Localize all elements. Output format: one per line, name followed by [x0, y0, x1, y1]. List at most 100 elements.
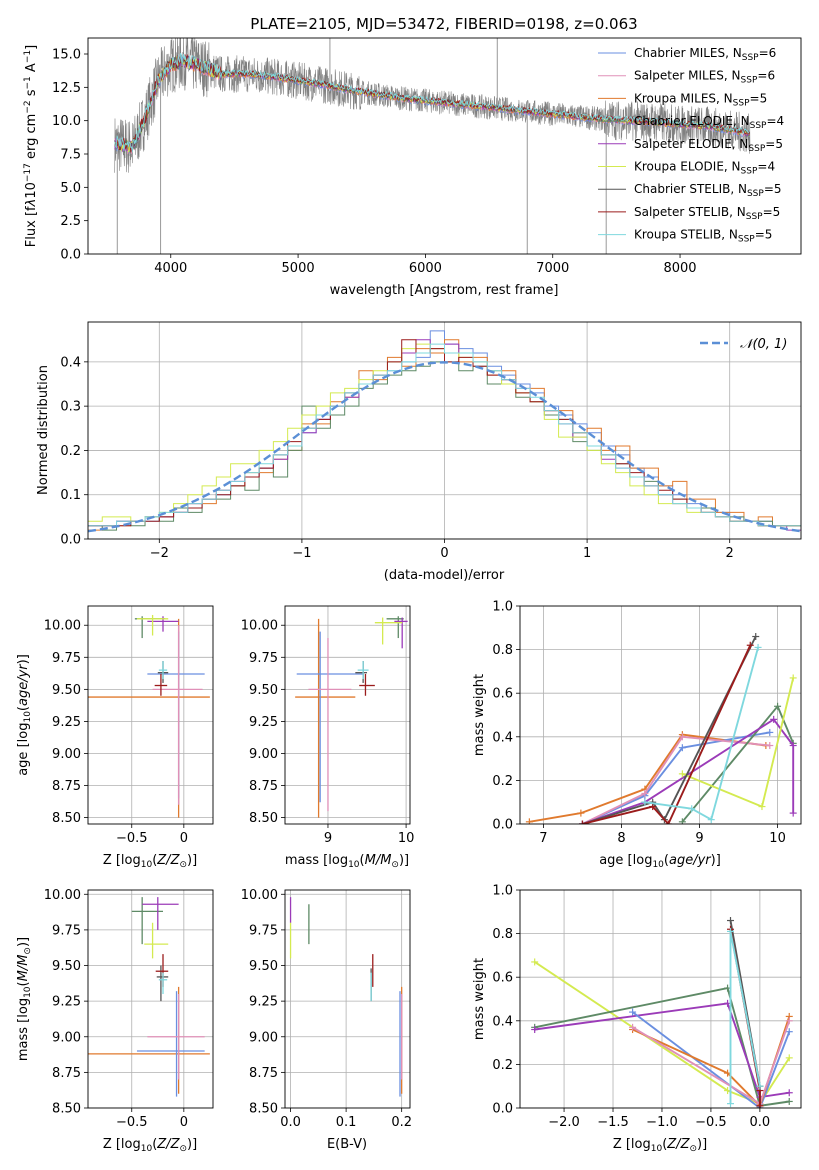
weight-series-line	[632, 1011, 791, 1108]
label-part: 10	[24, 182, 39, 199]
y-tick-label: 9.00	[249, 1030, 278, 1045]
weight-point	[678, 818, 686, 824]
label-part: Z [log	[103, 1137, 141, 1152]
weight-point	[707, 816, 715, 824]
weight-point	[678, 744, 686, 752]
error-bar-point	[136, 614, 169, 636]
label-part: ]	[24, 45, 39, 50]
weight-vs-age-axes: 7 8 9 10 0.0 0.2 0.4 0.6 0.8 1.0	[492, 600, 802, 846]
y-tick-label: 9.75	[52, 923, 81, 938]
axes-frame	[87, 605, 214, 825]
weight-point	[785, 1097, 793, 1105]
label-part: −1	[23, 76, 33, 89]
label-part: =5	[755, 228, 773, 242]
label-part: Z/Z	[666, 1137, 690, 1152]
error-bar-point	[158, 661, 168, 680]
spectrum-axes: 4000 5000 6000 7000 8000 0.0 2.5 5.0 7.5 10.0 12.5…	[52, 37, 802, 276]
label-part: mass [log	[16, 998, 31, 1061]
label-part: Kroupa ELODIE, N	[634, 160, 741, 174]
axes-frame	[284, 605, 411, 825]
label-part: =4	[757, 160, 775, 174]
label-part: )]	[16, 937, 31, 947]
label-part: erg cm	[24, 114, 39, 163]
weight-point	[770, 715, 778, 723]
label-part: Kroupa STELIB, N	[634, 228, 738, 242]
y-tick-label: 0.3	[60, 400, 81, 415]
x-axis-label: (data-model)/error	[384, 568, 505, 583]
label-part: (	[152, 1137, 157, 1152]
mass-vs-Z-axes: −0.5 0 8.50 8.75 9.00 9.25 9.50 9.75 10.00	[44, 888, 214, 1130]
y-tick-label: 0.2	[60, 444, 81, 459]
residual-axes: −2 −1 0 1 2 0.0 0.1 0.2 0.3 0.4	[60, 321, 802, 561]
y-tick-label: 9.75	[249, 923, 278, 938]
label-part: =4	[766, 114, 784, 128]
y-tick-label: 0.2	[492, 1058, 513, 1073]
weight-series-line	[582, 644, 752, 824]
y-tick-label: 9.00	[52, 1030, 81, 1045]
x-tick-label: 2	[726, 546, 734, 561]
weight-point	[785, 1054, 793, 1062]
weight-point	[754, 643, 762, 651]
normal-curve	[88, 361, 801, 533]
plot-area	[88, 606, 213, 824]
label-part: SSP	[747, 189, 764, 199]
x-tick-label: −0.5	[116, 1115, 148, 1130]
label-part: Z [log	[613, 1137, 651, 1152]
x-tick-label: −1	[292, 546, 311, 561]
label-part: (	[664, 853, 669, 868]
weight-point	[531, 958, 539, 966]
y-tick-label: 8.50	[52, 1102, 81, 1117]
label-part: 10	[652, 860, 664, 870]
label-part: −2	[23, 100, 33, 113]
label-part: 10	[141, 1144, 153, 1154]
label-part: age/yr	[669, 853, 712, 868]
label-part: )]	[187, 853, 197, 868]
y-tick-label: 0.2	[492, 774, 513, 789]
x-tick-label: 10	[769, 831, 786, 846]
x-tick-label: −2.0	[548, 1115, 580, 1130]
mass-vs-EBV-axes: 0.0 0.1 0.2 8.50 8.75 9.00 9.25 9.50 9.75 10.00	[241, 888, 412, 1130]
label-part: =5	[750, 91, 768, 105]
label-part: M/M	[365, 853, 392, 868]
y-tick-label: 5.0	[60, 181, 81, 196]
weight-point	[727, 927, 735, 935]
weight-vs-Z-axes: −2.0 −1.5 −1.0 −0.5 0.0 0.0 0.2 0.4 0.6 0.8 1.0	[492, 884, 802, 1130]
y-tick-label: 12.5	[52, 81, 81, 96]
weight-series-line	[534, 987, 790, 1107]
x-tick-label: 0.0	[750, 1115, 771, 1130]
legend-label: Chabrier ELODIE, NSSP=4	[634, 114, 784, 131]
y-tick-label: 8.75	[249, 1066, 278, 1081]
weight-point	[785, 1028, 793, 1036]
label-part: SSP	[733, 98, 750, 108]
legend-label: 𝒩(0, 1)	[740, 337, 787, 352]
model-spectrum-line	[114, 54, 750, 153]
x-tick-label: −1.0	[646, 1115, 678, 1130]
weight-point	[766, 728, 774, 736]
y-tick-label: 0.6	[492, 687, 513, 702]
label-part: Salpeter ELODIE, N	[634, 137, 748, 151]
y-tick-label: 10.00	[241, 888, 278, 903]
observed-spectrum-line	[114, 38, 751, 173]
error-bar-point	[386, 616, 404, 639]
label-part: =5	[764, 182, 782, 196]
y-tick-label: 1.0	[492, 884, 513, 899]
y-tick-label: 0.0	[60, 248, 81, 263]
axes-frame	[87, 37, 802, 255]
label-part: 10	[23, 711, 33, 723]
error-bar-point	[142, 897, 179, 930]
label-part: Chabrier ELODIE, N	[634, 114, 750, 128]
x-tick-label: −0.5	[695, 1115, 727, 1130]
x-tick-label: 4000	[154, 261, 187, 276]
y-tick-label: 0.1	[60, 488, 81, 503]
weight-point	[525, 818, 533, 824]
y-tick-label: 10.00	[44, 888, 81, 903]
label-part: age [log	[599, 853, 652, 868]
y-tick-label: 0.0	[492, 818, 513, 833]
weight-point	[688, 805, 696, 813]
label-part: =6	[757, 69, 775, 83]
y-tick-label: 9.75	[249, 651, 278, 666]
label-part: A	[24, 63, 39, 76]
plot-area	[114, 38, 751, 254]
legend-label: Salpeter ELODIE, NSSP=5	[634, 137, 783, 154]
label-part: 10	[23, 986, 33, 998]
